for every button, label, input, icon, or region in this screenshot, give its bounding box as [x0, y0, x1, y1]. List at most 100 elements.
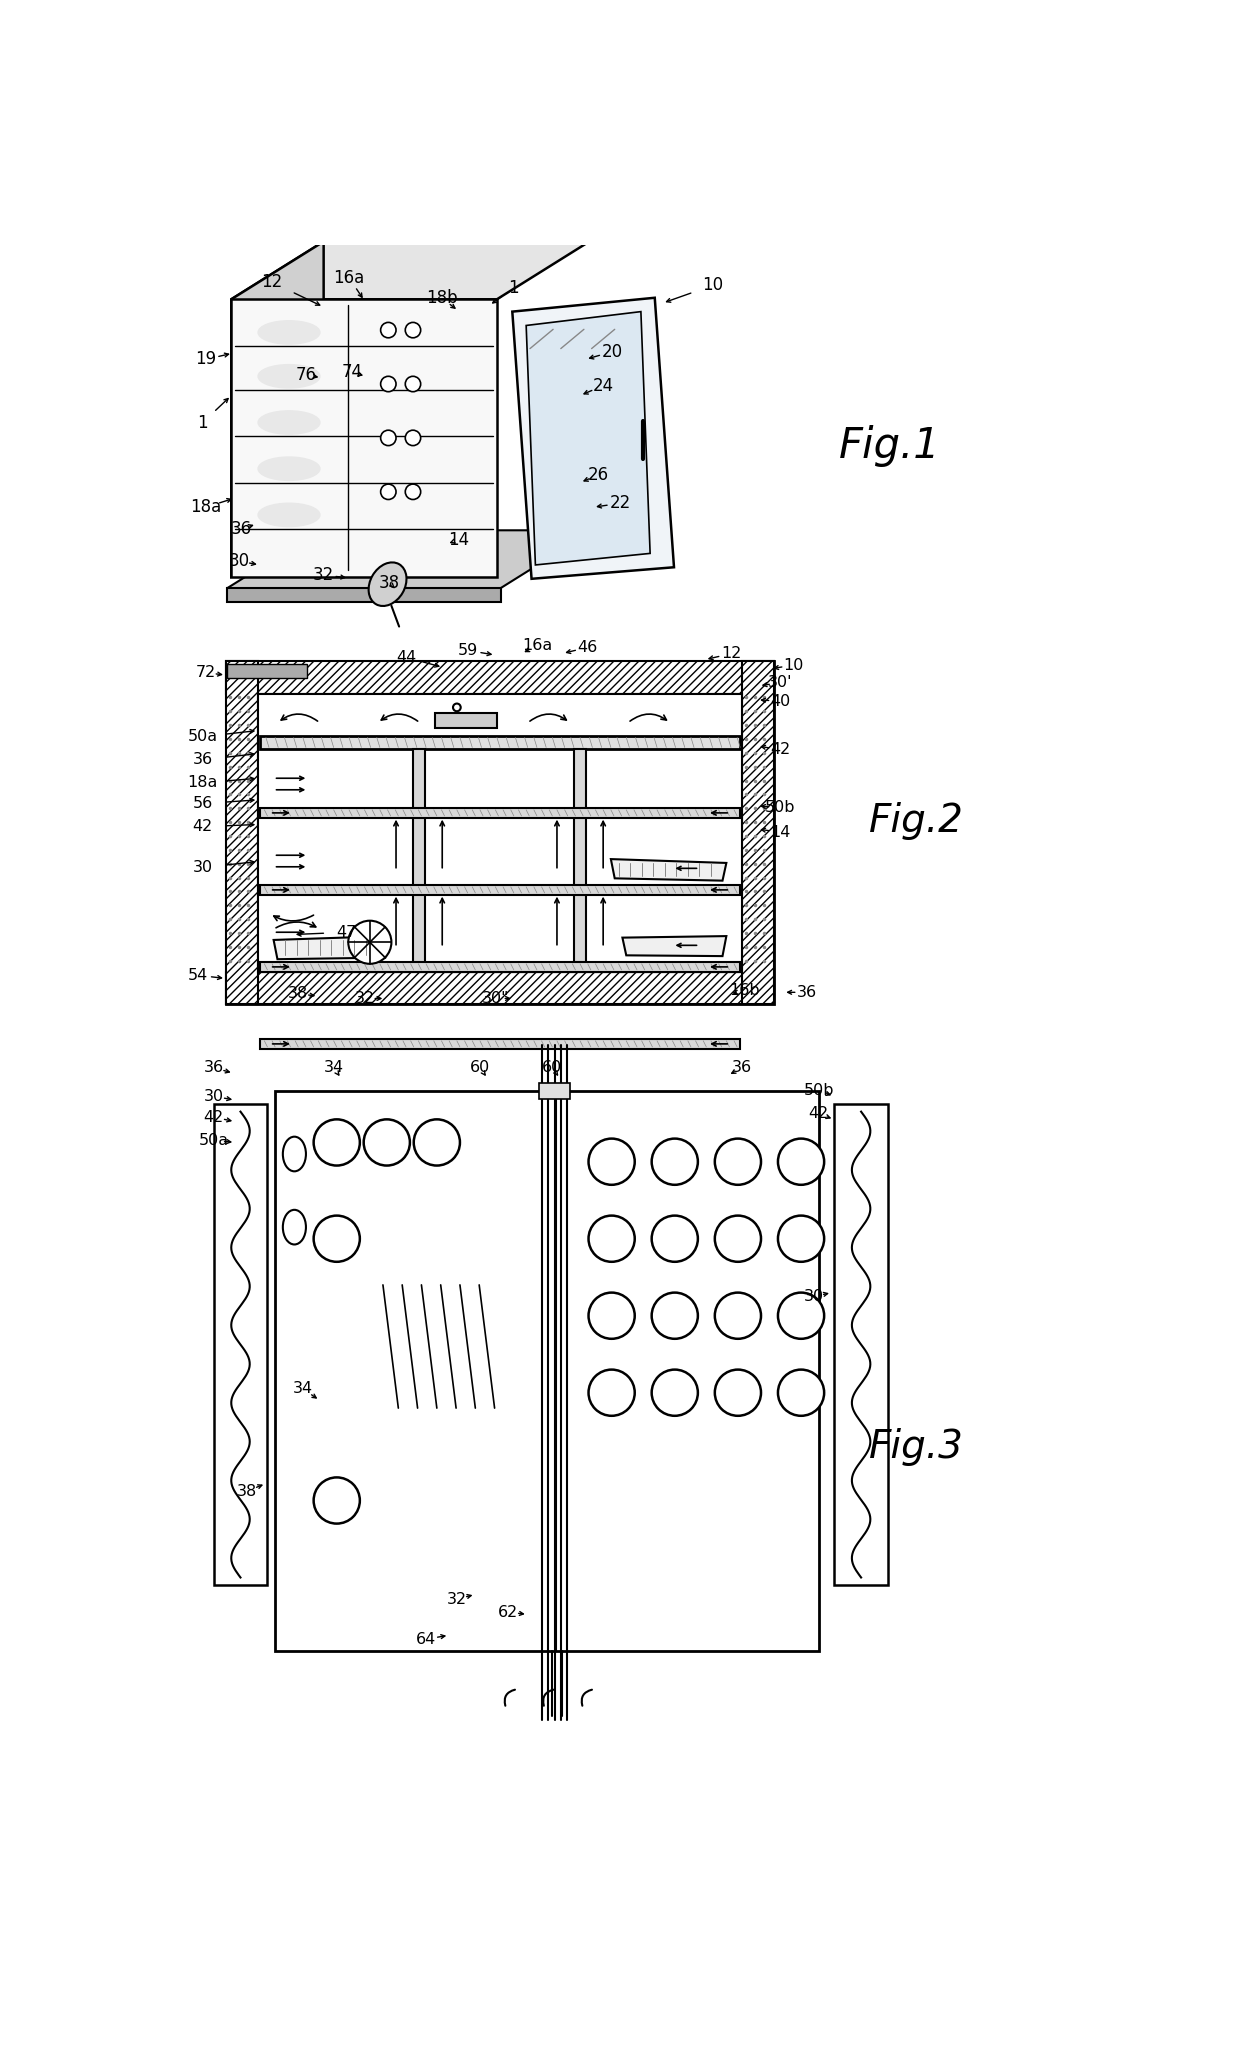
- Text: 1: 1: [508, 278, 520, 297]
- Text: Fig.2: Fig.2: [869, 802, 963, 840]
- Ellipse shape: [258, 411, 320, 434]
- Text: 50a: 50a: [198, 1133, 228, 1147]
- Text: 30: 30: [228, 552, 249, 571]
- Text: 59: 59: [458, 642, 477, 658]
- Text: 36: 36: [796, 986, 816, 1000]
- Circle shape: [314, 1476, 360, 1524]
- Text: 50b: 50b: [804, 1084, 835, 1098]
- Bar: [226, 971, 774, 1004]
- Text: 16b: 16b: [729, 984, 760, 998]
- Text: 76: 76: [295, 366, 316, 384]
- Bar: [227, 663, 306, 679]
- Polygon shape: [227, 530, 593, 589]
- Text: 74: 74: [342, 364, 362, 382]
- Text: 50a: 50a: [187, 730, 218, 744]
- Text: 18a: 18a: [190, 499, 222, 515]
- Text: 42: 42: [770, 742, 790, 757]
- Circle shape: [314, 1119, 360, 1166]
- Circle shape: [777, 1215, 825, 1262]
- Text: 18a: 18a: [187, 775, 218, 789]
- Bar: [259, 963, 740, 971]
- Circle shape: [405, 485, 420, 499]
- Text: 47: 47: [336, 924, 357, 941]
- Bar: [835, 1104, 888, 1585]
- Text: 40: 40: [770, 693, 790, 710]
- Text: 64: 64: [415, 1632, 436, 1646]
- Text: 46: 46: [578, 640, 598, 654]
- Text: 18b: 18b: [425, 288, 458, 307]
- Text: 12: 12: [262, 274, 283, 290]
- Text: 42: 42: [808, 1106, 828, 1121]
- Circle shape: [405, 429, 420, 446]
- Polygon shape: [231, 241, 324, 577]
- Polygon shape: [622, 937, 727, 957]
- Circle shape: [363, 1119, 410, 1166]
- Text: Fig.1: Fig.1: [838, 425, 940, 466]
- Text: 30': 30': [768, 675, 792, 691]
- Ellipse shape: [258, 458, 320, 481]
- Bar: [259, 885, 740, 894]
- Ellipse shape: [283, 1211, 306, 1245]
- Bar: [413, 748, 425, 967]
- Circle shape: [314, 1215, 360, 1262]
- Text: 54: 54: [188, 967, 208, 984]
- Circle shape: [381, 376, 396, 393]
- Text: 24: 24: [593, 376, 614, 395]
- Text: 14: 14: [770, 824, 790, 840]
- Ellipse shape: [258, 503, 320, 526]
- Text: 16a: 16a: [334, 268, 365, 286]
- Text: 72: 72: [196, 665, 216, 681]
- Polygon shape: [512, 299, 675, 579]
- Bar: [227, 589, 501, 601]
- Circle shape: [381, 485, 396, 499]
- Circle shape: [777, 1292, 825, 1339]
- Text: 32: 32: [312, 566, 335, 585]
- Circle shape: [405, 323, 420, 337]
- Text: 10: 10: [784, 658, 804, 673]
- Polygon shape: [526, 311, 650, 564]
- Text: 12: 12: [722, 646, 742, 661]
- Text: 56: 56: [192, 796, 213, 812]
- Circle shape: [589, 1370, 635, 1415]
- Circle shape: [348, 920, 392, 963]
- Circle shape: [652, 1292, 698, 1339]
- Circle shape: [777, 1370, 825, 1415]
- Text: Fig.3: Fig.3: [869, 1427, 963, 1466]
- Text: 30": 30": [481, 992, 510, 1006]
- Text: 36: 36: [192, 753, 213, 767]
- Bar: [539, 1084, 570, 1098]
- Circle shape: [589, 1292, 635, 1339]
- Bar: [258, 693, 742, 971]
- Text: 50b: 50b: [765, 800, 796, 816]
- Circle shape: [714, 1139, 761, 1184]
- Text: 62: 62: [498, 1605, 518, 1620]
- Circle shape: [777, 1139, 825, 1184]
- Bar: [742, 661, 774, 1004]
- Circle shape: [414, 1119, 460, 1166]
- Circle shape: [652, 1139, 698, 1184]
- Circle shape: [714, 1370, 761, 1415]
- Text: 60: 60: [542, 1059, 563, 1076]
- Bar: [259, 736, 740, 748]
- Circle shape: [589, 1139, 635, 1184]
- Text: 34: 34: [293, 1380, 312, 1397]
- Bar: [226, 661, 258, 1004]
- Circle shape: [714, 1215, 761, 1262]
- Text: 32: 32: [446, 1591, 467, 1607]
- Text: 26: 26: [588, 466, 609, 485]
- Text: 42: 42: [192, 820, 213, 834]
- Text: 1: 1: [197, 413, 208, 431]
- Ellipse shape: [258, 364, 320, 389]
- Ellipse shape: [283, 1137, 306, 1172]
- Text: 38: 38: [378, 575, 399, 591]
- Text: 36: 36: [203, 1059, 223, 1076]
- Bar: [213, 1104, 268, 1585]
- Circle shape: [453, 703, 461, 712]
- Text: 34: 34: [324, 1059, 343, 1076]
- Text: 30: 30: [804, 1288, 825, 1305]
- Text: 42: 42: [203, 1110, 223, 1125]
- Circle shape: [381, 323, 396, 337]
- Text: 60: 60: [470, 1059, 490, 1076]
- Circle shape: [381, 429, 396, 446]
- Text: 38: 38: [288, 986, 309, 1002]
